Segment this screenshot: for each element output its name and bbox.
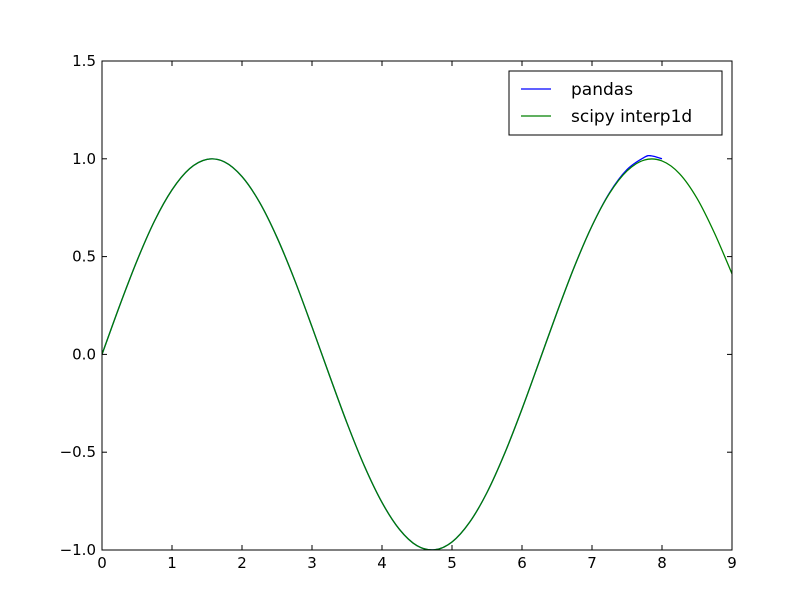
- series-line-scipy-interp1d: [102, 158, 732, 550]
- x-tick-label: 5: [447, 554, 457, 572]
- x-tick-label: 9: [727, 554, 737, 572]
- legend: pandas scipy interp1d: [508, 70, 723, 136]
- x-tick-label: 4: [377, 554, 387, 572]
- x-tick-label: 7: [587, 554, 597, 572]
- x-tick-label: 6: [517, 554, 527, 572]
- axes-frame: [101, 60, 733, 551]
- x-tick-label: 1: [167, 554, 177, 572]
- y-tick-label: 0.5: [72, 248, 96, 266]
- y-tick-label: −0.5: [60, 443, 96, 461]
- y-tick-label: 1.5: [72, 52, 96, 70]
- x-tick-label: 2: [237, 554, 247, 572]
- x-tick-label: 0: [97, 554, 107, 572]
- axis-ticks: 0 1 2 3 4 5 6 7 8 9 −1.0 −0.5 0.0 0.5 1.0 1.5: [60, 52, 737, 572]
- legend-label: scipy interp1d: [571, 107, 692, 127]
- x-tick-label: 3: [307, 554, 317, 572]
- legend-box: [508, 70, 723, 136]
- x-tick-label: 8: [657, 554, 667, 572]
- y-tick-label: −1.0: [60, 541, 96, 559]
- y-tick-label: 1.0: [72, 150, 96, 168]
- series-lines: [102, 154, 732, 550]
- legend-label: pandas: [571, 80, 633, 100]
- y-tick-label: 0.0: [72, 345, 96, 363]
